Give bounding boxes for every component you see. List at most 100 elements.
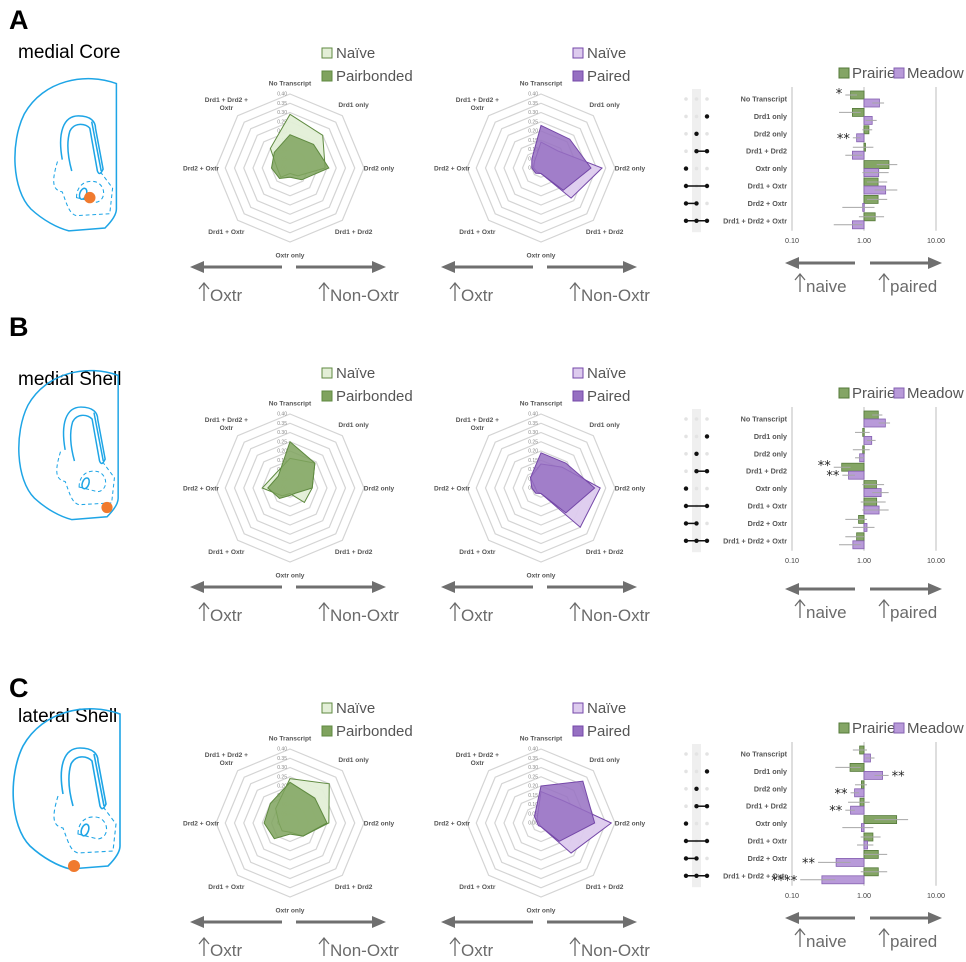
arrow-left-icon [785,583,855,595]
bar-row: Drd1 + Drd2 + Oxtr [683,532,865,550]
arrow-head [928,257,942,269]
radar-tick-label: 0.00 [528,821,538,827]
direction-label-naive: naive [806,932,847,951]
core-shell-border [77,816,108,840]
direction-label-oxtr: Oxtr [210,941,242,960]
arrow-head [372,916,386,928]
radar-axis-label: No Transcript [520,81,563,88]
ventricle-edge [90,121,102,172]
upset-dot [694,166,699,171]
brain-outline [14,77,118,232]
radar-gridline [215,93,365,243]
radar-gridline [243,441,337,535]
arrow-left-icon [190,916,282,928]
bar-category-label: Drd1 + Drd2 + Oxtr [723,536,787,545]
label-line: Drd1 + Drd2 + [456,752,499,759]
radar-axis-label: Oxtr only [276,573,305,580]
radar-tick-label: 0.40 [277,747,287,753]
ventricle-edge [93,753,105,807]
radar-tick-label: 0.40 [528,92,538,98]
radar-gridline [466,93,616,243]
arrow-head [372,581,386,593]
bar-category-label: Drd1 + Drd2 [746,802,787,811]
legend-label: Pairbonded [336,68,413,85]
bar-row: Drd1 only [684,763,889,780]
radar-tick-label: 0.30 [277,765,287,771]
bar-category-label: Drd1 only [754,767,787,776]
upset-dot [694,486,699,491]
upset-dot [684,787,688,791]
upset-dot [704,114,710,119]
radar-tick-label: 0.40 [277,412,287,418]
bar-chart: 0.10 1.00 10.00 No Transcript Drd1 only Drd2 … [683,720,964,951]
radar-tick-label: 0.20 [277,784,287,790]
significance-marker: **** [771,874,798,889]
up-arrow-icon [198,936,210,956]
up-arrow-head [878,927,890,936]
radar-axis-label: Drd1 + Drd2 + Oxtr [205,417,248,432]
radar-tick-label: 0.15 [528,458,538,464]
radar-gridline [484,431,598,545]
label-line: Drd1 + Drd2 + [205,97,248,104]
upset-dot [705,132,709,136]
region-title: lateral Shell [18,706,117,727]
legend-swatch [321,702,333,714]
direction-label-oxtr: Oxtr [461,606,493,625]
radar-axis-label: Drd1 only [589,422,620,429]
anterior-commissure [80,823,90,837]
radar-gridline [215,413,365,563]
radar-series-paired [530,452,596,514]
core-shell-border [75,180,105,203]
arrow-right-icon [547,916,637,928]
arrow-right-icon [870,257,942,269]
direction-label-oxtr: Oxtr [461,286,493,305]
bar-category-label: No Transcript [741,750,788,759]
radar-tick-label: 0.35 [528,421,538,427]
radar-tick-label: 0.30 [277,110,287,116]
radar-axis-label: Drd2 only [364,821,395,828]
legend-swatch [893,67,905,79]
upset-dot [684,132,688,136]
significance-marker: ** [835,787,849,802]
direction-label-oxtr: Oxtr [210,286,242,305]
label-line: Drd1 + Drd2 + [456,97,499,104]
radar-axis-label: Oxtr only [527,253,556,260]
legend-swatch [321,390,333,402]
legend-swatch [838,67,850,79]
arrow-left-icon [441,581,533,593]
bar-row: Oxtr only [683,480,889,498]
upset-dot [694,434,699,439]
radar-gridline [494,121,588,215]
radar-axis-label: Drd1 + Oxtr [208,229,245,236]
legend-swatch [893,387,905,399]
up-arrow-head [569,936,581,945]
up-arrow-icon [569,281,581,301]
up-arrow-icon [318,936,330,956]
radar-tick-label: 0.35 [277,756,287,762]
legend-swatch [572,725,584,737]
bar-category-label: Drd1 + Oxtr [748,502,788,511]
bar-category-label: Drd1 + Drd2 + Oxtr [723,871,787,880]
legend-label: Naïve [336,700,375,717]
up-arrow-icon [449,936,461,956]
radar-axis-label: No Transcript [269,81,312,88]
bar-row: No Transcript [684,90,885,108]
legend-label: Pairbonded [336,388,413,405]
bar-category-label: Drd2 only [754,449,787,458]
radar-axis-label: Drd1 + Drd2 [335,884,373,891]
up-arrow-icon [794,272,806,292]
upset-dot [694,821,699,826]
up-arrow-head [878,598,890,607]
radar-gridline [475,757,607,889]
radar-axis-label: No Transcript [269,736,312,743]
significance-marker: ** [892,769,906,784]
arrow-head [190,581,204,593]
label-line: Drd1 + Drd2 + [205,752,248,759]
legend-label: Prairie [852,385,895,402]
region-title: medial Shell [18,369,122,390]
bar-row: Drd1 + Drd2 + Oxtr [683,212,885,230]
ventricle-outline [59,115,104,175]
upset-dot [684,452,688,456]
